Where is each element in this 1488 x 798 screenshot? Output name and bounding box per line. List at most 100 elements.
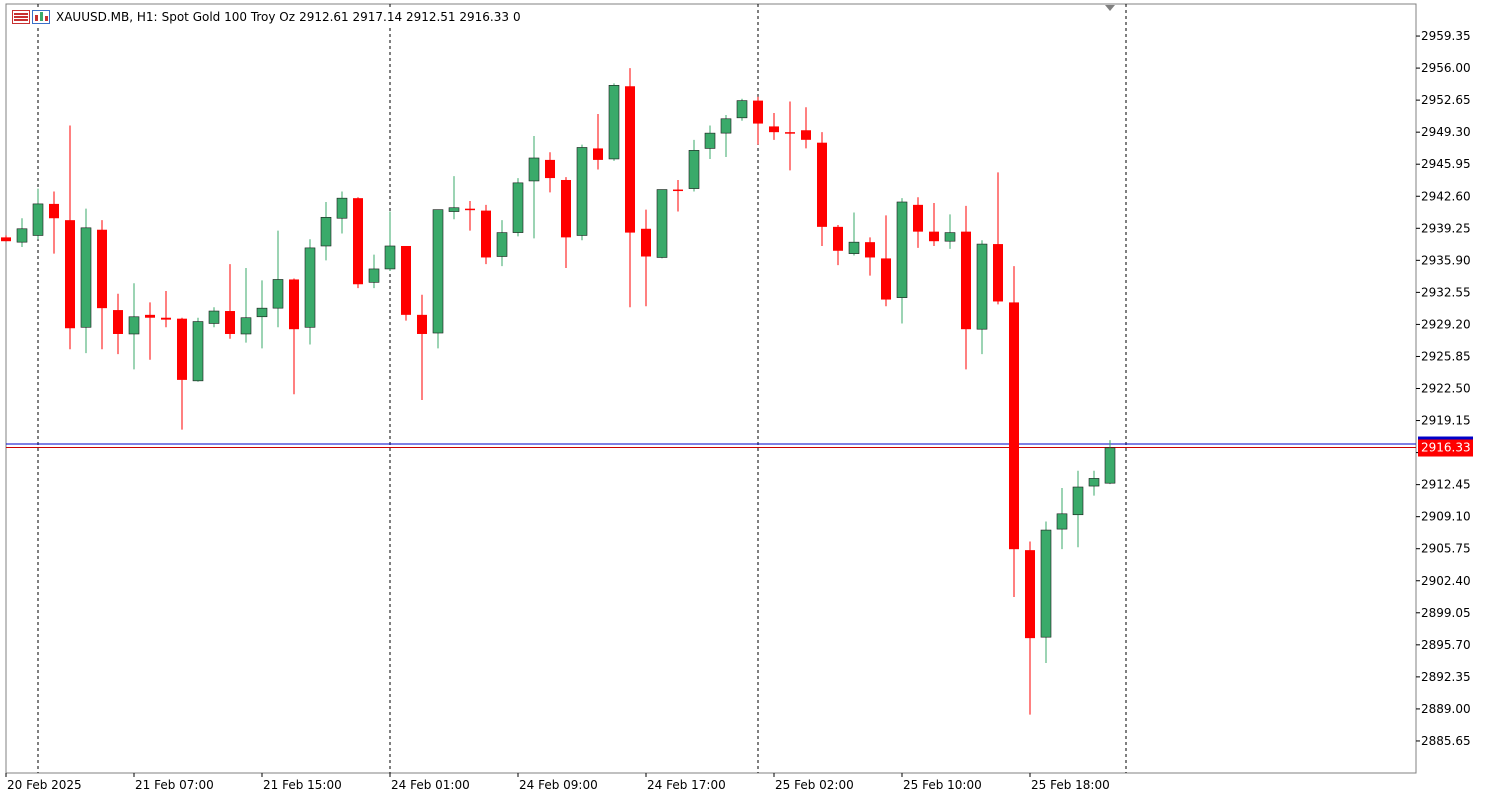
candle[interactable] xyxy=(272,230,284,328)
candle[interactable] xyxy=(448,176,460,220)
candle[interactable] xyxy=(561,177,571,268)
candle[interactable] xyxy=(289,278,299,395)
candle-body xyxy=(113,310,123,334)
candle[interactable] xyxy=(128,283,140,370)
candle[interactable] xyxy=(913,197,923,248)
candle[interactable] xyxy=(593,113,603,170)
candle[interactable] xyxy=(1025,541,1035,715)
candle[interactable] xyxy=(1088,470,1100,496)
candle-body xyxy=(561,179,571,238)
candle[interactable] xyxy=(976,240,988,355)
candle[interactable] xyxy=(656,189,668,259)
y-tick-label: 2909.10 xyxy=(1421,510,1471,524)
candle[interactable] xyxy=(336,191,348,234)
candle-body xyxy=(240,317,252,335)
candle[interactable] xyxy=(608,83,620,161)
candle[interactable] xyxy=(688,139,700,192)
candle[interactable] xyxy=(417,294,427,400)
candle-body xyxy=(320,216,332,247)
candle[interactable] xyxy=(240,267,252,343)
candle-body xyxy=(177,318,187,380)
candle[interactable] xyxy=(32,188,44,240)
candle[interactable] xyxy=(384,211,396,271)
y-tick-label: 2925.85 xyxy=(1421,349,1471,363)
candle[interactable] xyxy=(704,125,716,159)
candle[interactable] xyxy=(753,96,763,145)
candle-body xyxy=(1104,447,1116,484)
candle[interactable] xyxy=(576,144,588,241)
candle[interactable] xyxy=(65,125,75,350)
candle-body xyxy=(481,210,491,258)
candle[interactable] xyxy=(1104,440,1116,485)
y-tick-label: 2959.35 xyxy=(1421,29,1471,43)
candle[interactable] xyxy=(80,208,92,354)
candle[interactable] xyxy=(161,290,171,328)
x-tick-label: 21 Feb 07:00 xyxy=(135,778,214,792)
candle[interactable] xyxy=(256,280,268,349)
candle[interactable] xyxy=(720,114,732,158)
candle[interactable] xyxy=(401,245,411,321)
scroll-marker-icon[interactable] xyxy=(1105,5,1115,11)
candle[interactable] xyxy=(208,307,220,328)
candle[interactable] xyxy=(192,317,204,382)
candle[interactable] xyxy=(673,179,683,212)
y-tick-label: 2899.05 xyxy=(1421,606,1471,620)
candle[interactable] xyxy=(1009,266,1019,598)
candle[interactable] xyxy=(353,197,363,289)
candle[interactable] xyxy=(1056,487,1068,550)
plot-area[interactable] xyxy=(5,3,1417,774)
candle[interactable] xyxy=(881,215,891,307)
candle[interactable] xyxy=(177,317,187,430)
candle[interactable] xyxy=(113,293,123,355)
candle[interactable] xyxy=(225,264,235,339)
candle-body xyxy=(432,209,444,334)
candle[interactable] xyxy=(545,152,555,193)
candle[interactable] xyxy=(929,202,939,246)
candle-body xyxy=(848,241,860,254)
candle[interactable] xyxy=(528,135,540,239)
candle-body xyxy=(576,147,588,236)
candle[interactable] xyxy=(481,204,491,265)
candle[interactable] xyxy=(465,201,475,231)
y-tick-label: 2942.60 xyxy=(1421,189,1471,203)
candle-body xyxy=(785,132,795,134)
x-tick-label: 25 Feb 10:00 xyxy=(903,778,982,792)
y-tick-label: 2932.55 xyxy=(1421,285,1471,299)
candle[interactable] xyxy=(145,302,155,360)
candle[interactable] xyxy=(1,235,11,242)
candle[interactable] xyxy=(848,212,860,256)
candle[interactable] xyxy=(496,220,508,267)
candle[interactable] xyxy=(16,218,28,247)
candle-body xyxy=(65,220,75,329)
candle[interactable] xyxy=(785,101,795,171)
candle[interactable] xyxy=(944,214,956,249)
candle[interactable] xyxy=(641,209,651,307)
candle[interactable] xyxy=(304,239,316,345)
candle[interactable] xyxy=(993,172,1003,305)
candle[interactable] xyxy=(896,198,908,324)
candle[interactable] xyxy=(320,201,332,261)
candle[interactable] xyxy=(736,98,748,121)
x-tick-label: 25 Feb 18:00 xyxy=(1031,778,1110,792)
candle[interactable] xyxy=(368,254,380,289)
candle[interactable] xyxy=(833,224,843,266)
candle[interactable] xyxy=(801,107,811,149)
candle[interactable] xyxy=(432,209,444,349)
candle[interactable] xyxy=(49,191,59,254)
candle[interactable] xyxy=(865,237,875,276)
candle[interactable] xyxy=(769,113,779,140)
chart-settings-icon[interactable] xyxy=(32,10,50,24)
candle-body xyxy=(256,307,268,318)
candle[interactable] xyxy=(961,205,971,370)
candle[interactable] xyxy=(625,68,635,308)
candle[interactable] xyxy=(1072,470,1084,548)
x-tick-label: 24 Feb 01:00 xyxy=(391,778,470,792)
market-window-icon[interactable] xyxy=(12,10,30,24)
candle[interactable] xyxy=(1040,521,1052,664)
candle[interactable] xyxy=(97,220,107,350)
candle[interactable] xyxy=(512,178,524,237)
candle[interactable] xyxy=(817,132,827,246)
candle-body xyxy=(384,245,396,270)
